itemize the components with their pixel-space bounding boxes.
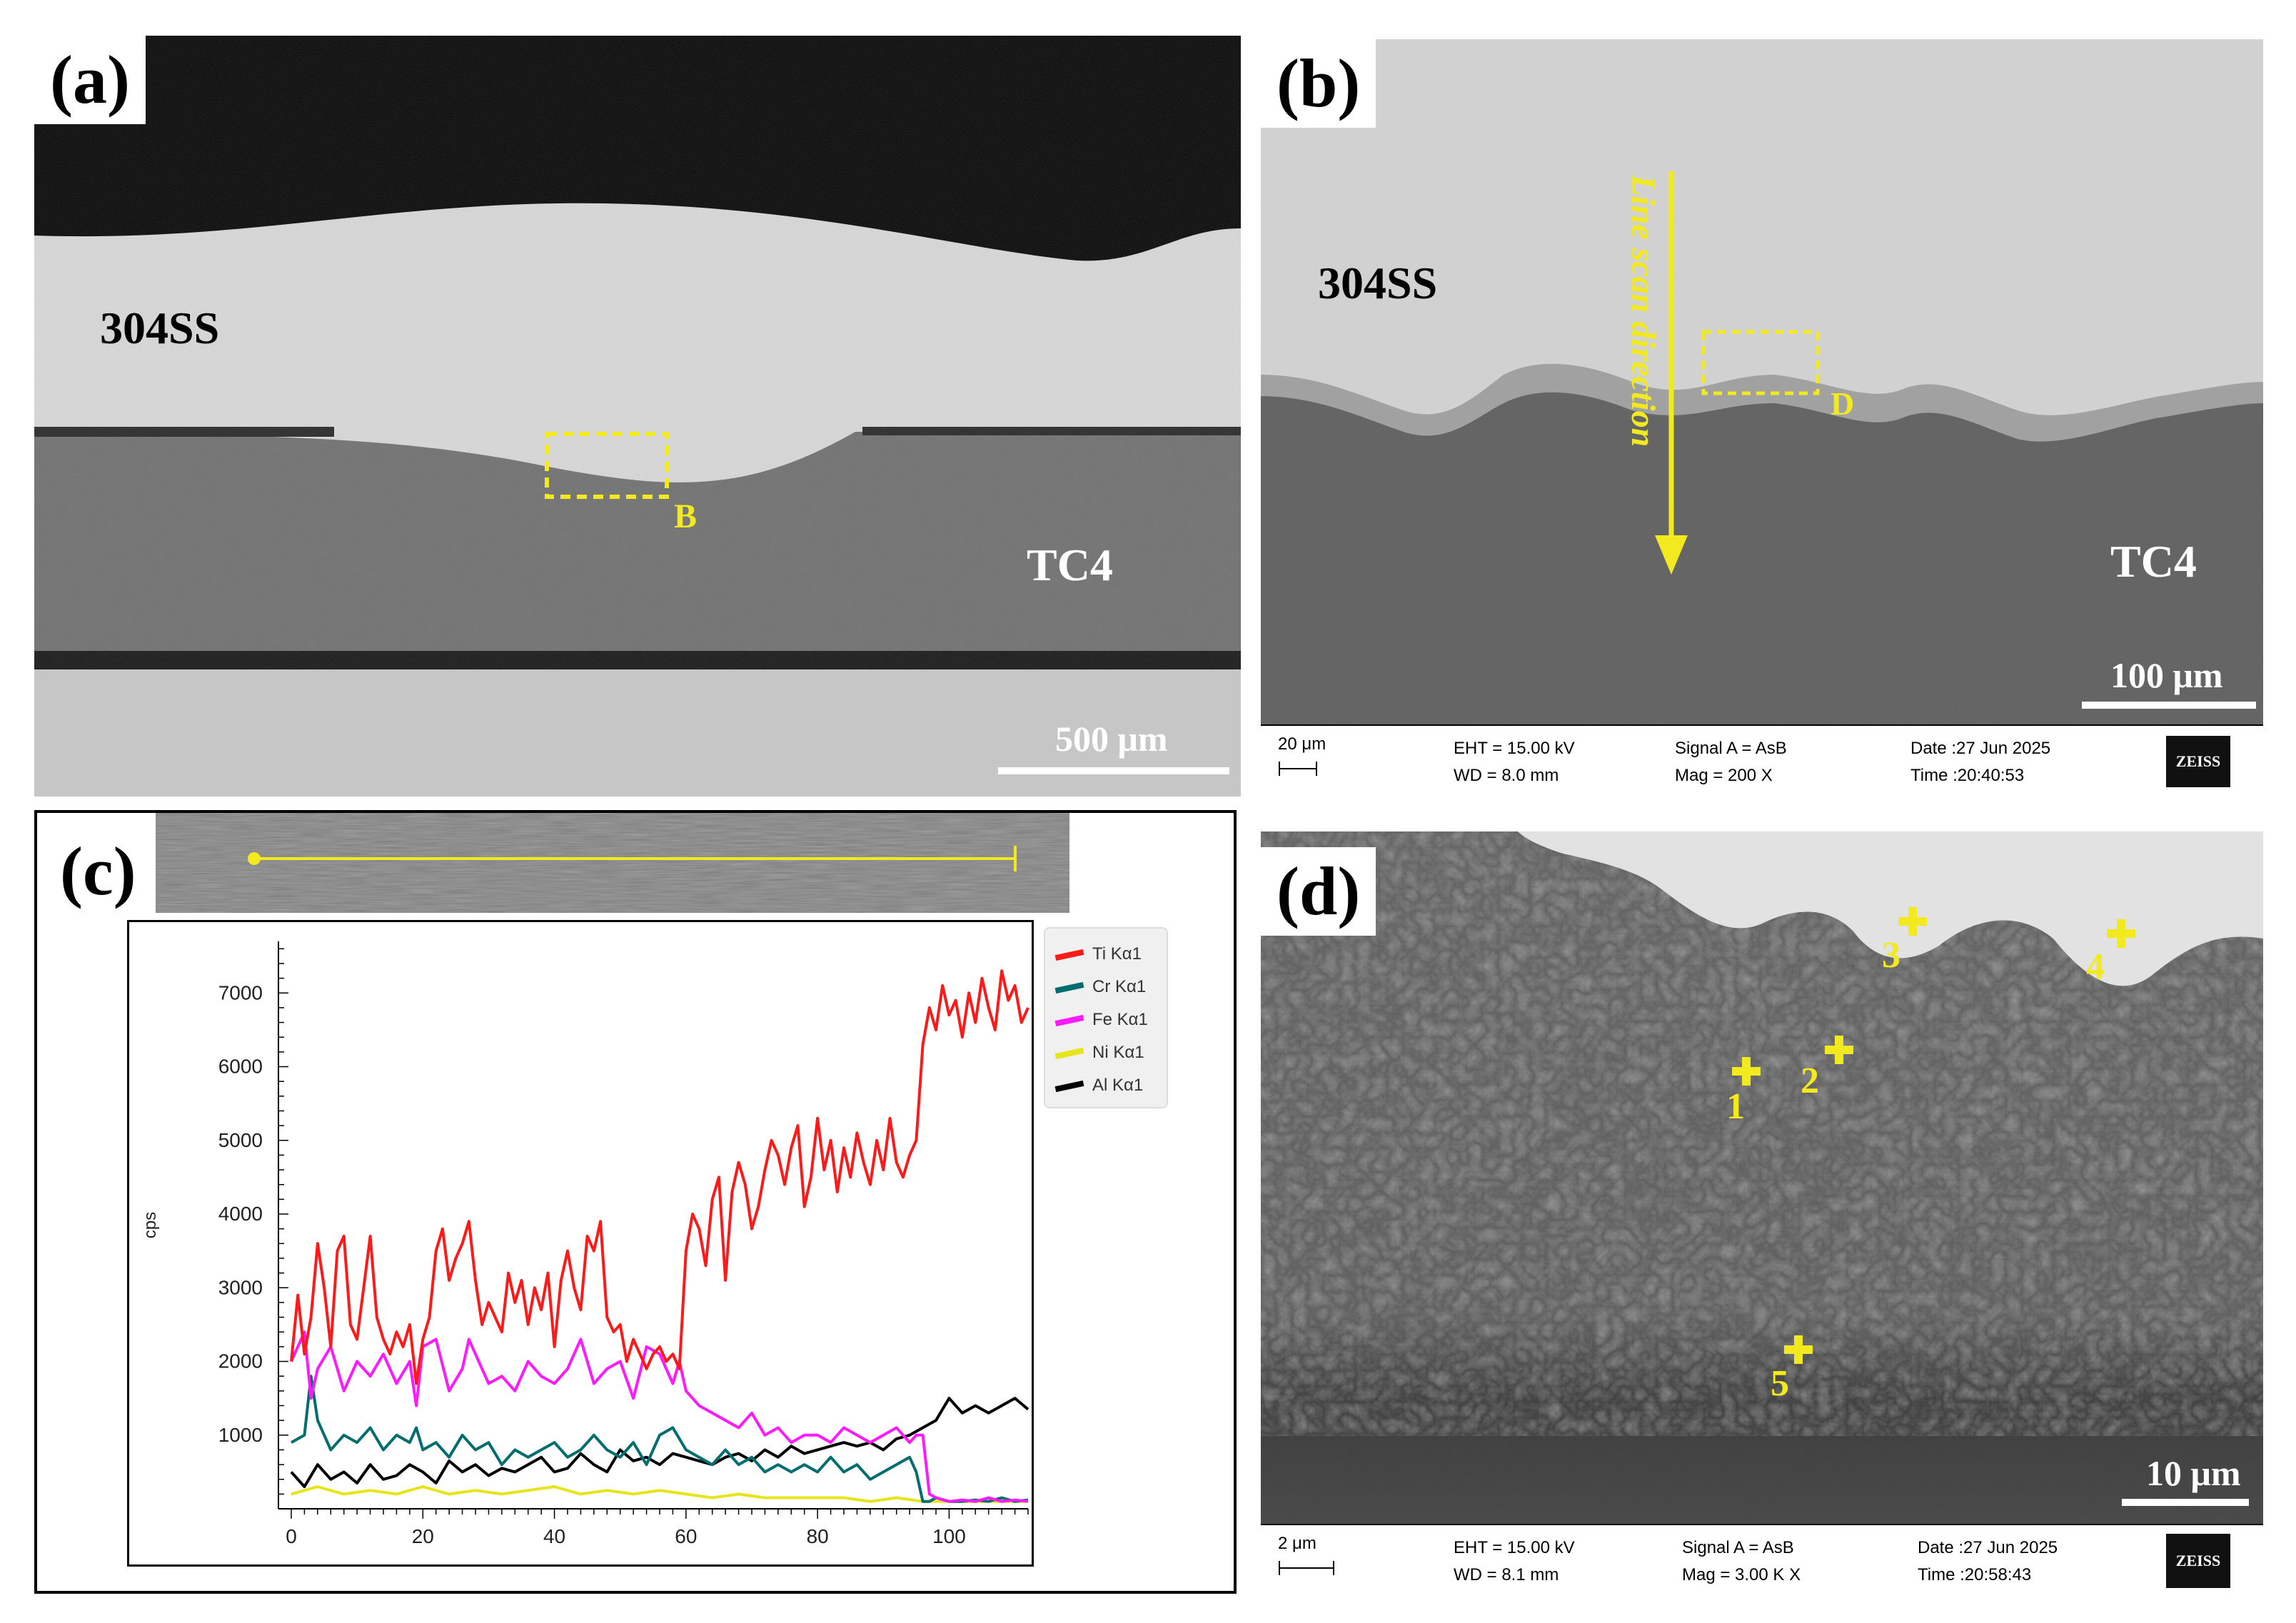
- zeiss-logo-b: ZEISS: [2166, 736, 2230, 787]
- y-tick-label-6: 7000: [218, 981, 263, 1003]
- info-eht-d: EHT = 15.00 kV: [1454, 1538, 1575, 1557]
- panel-c-label: (c): [44, 827, 152, 916]
- sem-info-bar-b: 20 μm EHT = 15.00 kV WD = 8.0 mm Signal …: [1261, 724, 2263, 796]
- info-date-b: Date :27 Jun 2025: [1910, 739, 2051, 758]
- point-marker-3: [1898, 907, 1927, 936]
- panel-a-micrograph: [34, 36, 1241, 797]
- material-304ss-b: 304SS: [1318, 258, 1438, 308]
- material-tc4-a: TC4: [1027, 540, 1113, 590]
- legend-label-ti: Ti Kα1: [1092, 944, 1142, 964]
- info-eht-b: EHT = 15.00 kV: [1454, 739, 1575, 758]
- point-label-2: 2: [1801, 1061, 1819, 1101]
- region-box-d: [1701, 330, 1820, 395]
- sem-info-bar-d: 2 μm EHT = 15.00 kV WD = 8.1 mm Signal A…: [1261, 1524, 2263, 1595]
- line-scan-direction-text: Line scan direction: [1624, 174, 1662, 447]
- point-marker-5: [1784, 1335, 1813, 1364]
- legend-label-al: Al Kα1: [1092, 1076, 1144, 1095]
- series-line-cr: [291, 1375, 1029, 1503]
- point-label-3: 3: [1882, 935, 1900, 976]
- info-mag-d: Mag = 3.00 K X: [1682, 1565, 1801, 1584]
- panel-b-micrograph: Line scan direction: [1261, 39, 2263, 724]
- series-line-fe: [290, 1330, 1029, 1503]
- scale-bar-a: [998, 767, 1229, 774]
- legend-item-al: Al Kα1: [1054, 1076, 1144, 1096]
- legend-item-ti: Ti Kα1: [1054, 944, 1142, 964]
- point-label-1: 1: [1726, 1086, 1745, 1127]
- legend-label-ni: Ni Kα1: [1092, 1043, 1144, 1062]
- x-tick-label-5: 100: [932, 1525, 966, 1547]
- legend-label-fe: Fe Kα1: [1092, 1010, 1148, 1029]
- x-tick-label-4: 80: [807, 1525, 829, 1547]
- x-tick-label-0: 0: [286, 1525, 297, 1547]
- scale-text-d: 10 μm: [2146, 1453, 2241, 1493]
- y-tick-label-1: 2000: [218, 1350, 263, 1372]
- info-signal-d: Signal A = AsB: [1682, 1538, 1794, 1557]
- series-line-ti: [290, 969, 1029, 1385]
- y-axis-label: cps: [141, 1212, 160, 1238]
- y-tick-label-5: 6000: [218, 1056, 263, 1078]
- info-scale-bar-b: [1279, 762, 1317, 776]
- y-tick-label-0: 1000: [218, 1424, 263, 1446]
- material-304ss-a: 304SS: [100, 303, 220, 353]
- y-tick-label-3: 4000: [218, 1203, 263, 1225]
- info-date-d: Date :27 Jun 2025: [1918, 1538, 2058, 1557]
- panel-d: (d) 1 2 3 4 5 10 μm 2 μm EHT = 15.00 kV …: [1261, 831, 2263, 1595]
- chart-legend: Ti Kα1 Cr Kα1 Fe Kα1 Ni Kα1 Al Kα1: [1044, 927, 1168, 1108]
- panel-c: (c) 1000 2000 3000 4000 5000 6000 7000 0 20 40 60 8…: [34, 810, 1237, 1594]
- panel-b-label: (b): [1261, 39, 1376, 128]
- panel-d-micrograph: [1261, 831, 2263, 1524]
- info-wd-d: WD = 8.1 mm: [1454, 1565, 1559, 1584]
- x-tick-label-3: 60: [675, 1525, 697, 1547]
- info-scale-b: 20 μm: [1278, 734, 1326, 754]
- info-mag-b: Mag = 200 X: [1675, 766, 1773, 785]
- panel-a: (a) 304SS TC4 B 500 μm: [34, 36, 1241, 797]
- x-tick-label-1: 20: [412, 1525, 434, 1547]
- info-wd-b: WD = 8.0 mm: [1454, 766, 1559, 785]
- info-signal-b: Signal A = AsB: [1675, 739, 1787, 758]
- scale-bar-b: [2082, 702, 2256, 709]
- legend-item-fe: Fe Kα1: [1054, 1010, 1148, 1030]
- scale-text-b: 100 μm: [2110, 655, 2223, 695]
- legend-item-ni: Ni Kα1: [1054, 1043, 1144, 1063]
- info-scale-d: 2 μm: [1278, 1534, 1316, 1553]
- point-markers: [1732, 907, 2135, 1364]
- point-label-4: 4: [2086, 946, 2105, 987]
- info-scale-bar-d: [1279, 1561, 1334, 1575]
- point-marker-2: [1825, 1036, 1853, 1064]
- line-scan-strip: [156, 813, 1069, 913]
- material-tc4-b: TC4: [2110, 536, 2197, 587]
- region-label-d: D: [1831, 385, 1855, 422]
- zeiss-logo-d: ZEISS: [2166, 1534, 2230, 1588]
- legend-label-cr: Cr Kα1: [1092, 977, 1147, 996]
- x-tick-label-2: 40: [543, 1525, 565, 1547]
- eds-line-scan-chart: 1000 2000 3000 4000 5000 6000 7000 0 20 40 60 80 100…: [141, 941, 1029, 1547]
- panel-b: Line scan direction (b) 304SS TC4 D 100 …: [1261, 39, 2263, 796]
- region-label-b: B: [674, 497, 698, 535]
- legend-item-cr: Cr Kα1: [1054, 977, 1147, 997]
- info-time-b: Time :20:40:53: [1910, 766, 2025, 785]
- y-tick-label-2: 3000: [218, 1276, 263, 1298]
- y-tick-label-4: 5000: [218, 1129, 263, 1151]
- scale-bar-d: [2122, 1499, 2249, 1506]
- panel-d-label: (d): [1261, 847, 1376, 936]
- panel-a-label: (a): [34, 36, 146, 124]
- point-label-5: 5: [1771, 1363, 1789, 1404]
- info-time-d: Time :20:58:43: [1918, 1565, 2032, 1584]
- region-box-b: [545, 432, 669, 499]
- line-scan-arrowhead: [1655, 535, 1688, 575]
- scale-text-a: 500 μm: [1055, 719, 1168, 759]
- series-line-ni: [291, 1485, 1028, 1503]
- point-marker-4: [2107, 919, 2135, 948]
- point-marker-1: [1732, 1057, 1761, 1086]
